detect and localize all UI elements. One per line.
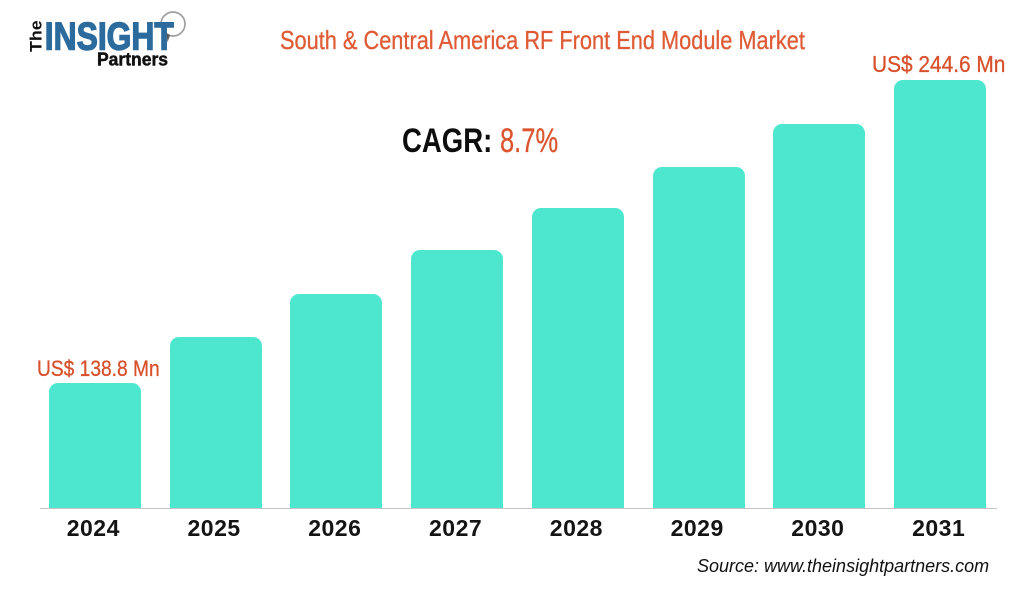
svg-text:Partners: Partners (97, 48, 168, 69)
svg-text:INSIGHT: INSIGHT (45, 16, 174, 59)
svg-text:The: The (26, 20, 45, 52)
